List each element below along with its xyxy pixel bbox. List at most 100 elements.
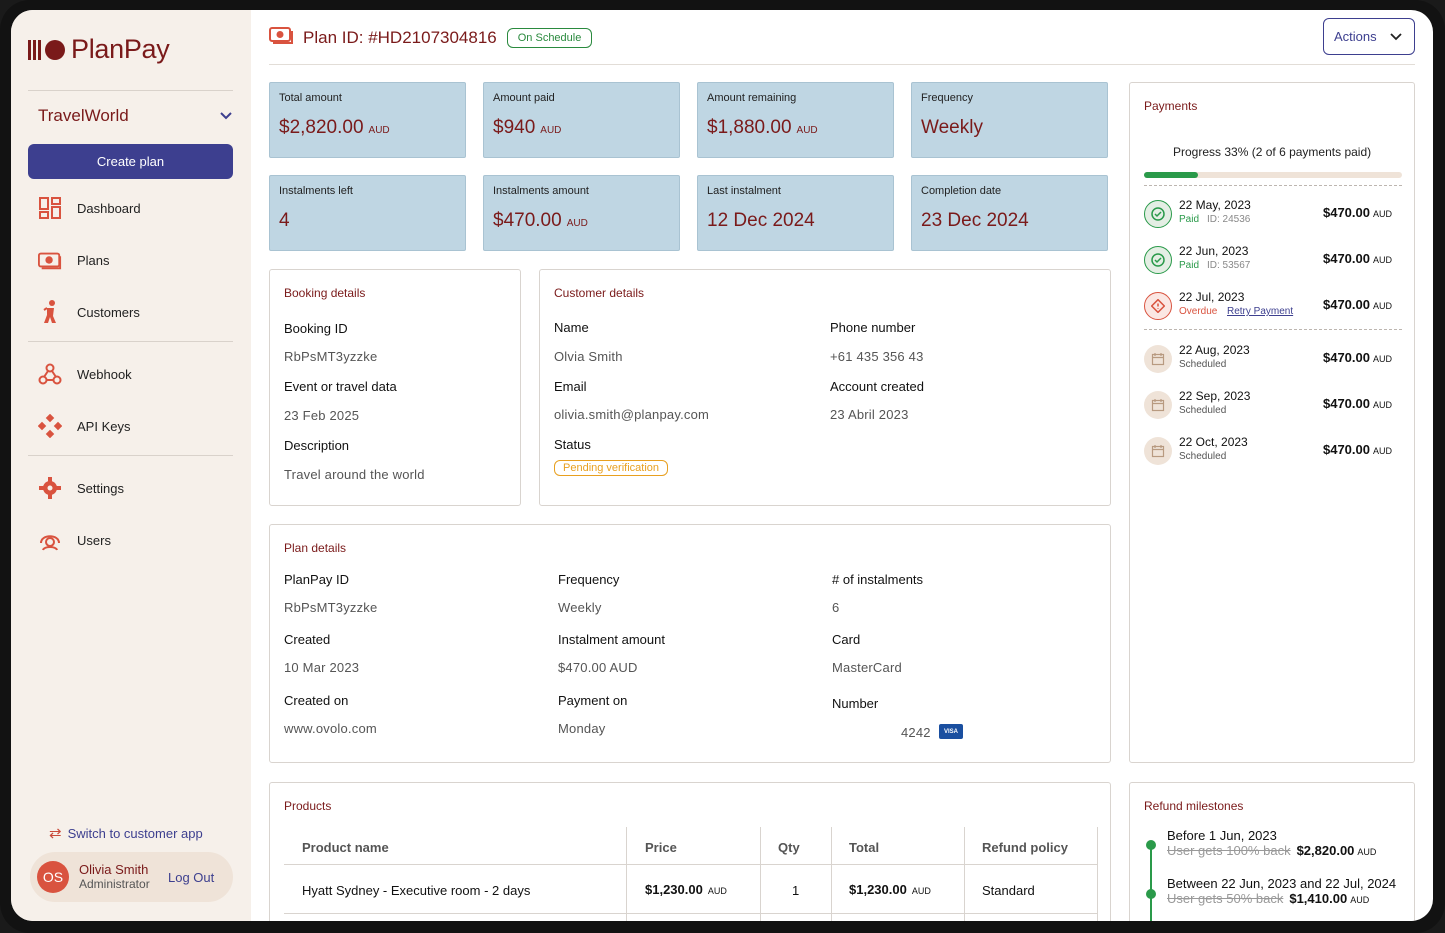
column-header[interactable]: Total	[849, 840, 880, 855]
sidebar-item-users[interactable]: Users	[38, 528, 111, 552]
payment-date: 22 Jul, 2023	[1179, 290, 1245, 304]
users-icon	[38, 528, 62, 552]
column-header[interactable]: Price	[645, 840, 677, 855]
created-label: Created	[284, 632, 331, 647]
booking-details-card: Booking details Booking ID RbPsMT3yzzke …	[269, 269, 521, 506]
avatar[interactable]: OS	[37, 861, 69, 893]
progress-total: 6	[1279, 145, 1286, 159]
stat-completion-date: Completion date 23 Dec 2024	[911, 175, 1108, 251]
user-name: Olivia Smith	[79, 862, 149, 877]
payment-row[interactable]: 22 Jun, 2023 Paid ID: 53567 $470.00 AUD	[1144, 242, 1402, 282]
customers-icon	[38, 300, 62, 324]
event-date-value: 23 Feb 2025	[284, 408, 360, 423]
sidebar-item-label: Customers	[77, 304, 140, 320]
stat-amount-remaining: Amount remaining $1,880.00 AUD	[697, 82, 894, 158]
progress-prefix: Progress 33% (2 of	[1173, 145, 1280, 159]
payment-date: 22 Oct, 2023	[1179, 435, 1248, 449]
price-unit: AUD	[707, 886, 727, 896]
dashboard-icon	[38, 196, 62, 220]
card-title: Plan details	[284, 541, 347, 555]
milestone-title: Before 1 Jun, 2023	[1167, 828, 1277, 843]
stat-unit: AUD	[368, 125, 390, 136]
logout-button[interactable]: Log Out	[168, 870, 215, 885]
payment-date: 22 Jun, 2023	[1179, 244, 1249, 258]
sidebar-item-settings[interactable]: Settings	[38, 476, 124, 500]
status-label: Status	[554, 437, 591, 452]
frequency-label: Frequency	[558, 572, 620, 587]
table-header-divider	[284, 864, 1098, 865]
stat-label: Amount paid	[493, 92, 555, 104]
sidebar-item-plans[interactable]: Plans	[38, 248, 110, 272]
payment-amount: $470.00	[1322, 297, 1370, 312]
stat-label: Frequency	[921, 92, 973, 104]
sidebar-item-dashboard[interactable]: Dashboard	[38, 196, 141, 220]
payment-ref: ID: 24536	[1207, 214, 1251, 225]
card-title: Refund milestones	[1144, 799, 1244, 813]
timeline-line	[1150, 843, 1152, 921]
payment-row[interactable]: 22 Aug, 2023 Scheduled $470.00 AUD	[1144, 341, 1402, 381]
instalment-amount-value: $470.00 AUD	[558, 660, 638, 675]
page-header: Plan ID: #HD2107304816 On Schedule	[269, 26, 593, 49]
milestone-title: Between 22 Jun, 2023 and 22 Jul, 2024	[1167, 876, 1397, 891]
stat-amount-paid: Amount paid $940 AUD	[483, 82, 680, 158]
booking-id-label: Booking ID	[284, 321, 348, 336]
sidebar-item-label: API Keys	[77, 418, 131, 434]
chevron-down-icon	[219, 108, 233, 124]
company-selector[interactable]: TravelWorld	[38, 106, 233, 126]
sidebar-item-label: Dashboard	[77, 200, 141, 216]
column-header[interactable]: Qty	[778, 840, 800, 855]
sidebar-item-customers[interactable]: Customers	[38, 300, 140, 324]
milestone-unit: AUD	[1357, 847, 1377, 857]
stat-label: Last instalment	[707, 185, 781, 197]
milestone-unit: AUD	[1350, 895, 1370, 905]
payment-row[interactable]: 22 May, 2023 Paid ID: 24536 $470.00 AUD	[1144, 196, 1402, 236]
actions-dropdown[interactable]: Actions	[1323, 18, 1415, 55]
planpay-id-value: RbPsMT3yzzke	[284, 600, 378, 615]
paid-check-icon	[1144, 200, 1172, 228]
stat-value: 4	[279, 210, 290, 231]
retry-payment-link[interactable]: Retry Payment	[1227, 306, 1294, 317]
product-price: $1,230.00	[645, 882, 703, 897]
column-header[interactable]: Refund policy	[982, 840, 1068, 855]
stat-unit: AUD	[796, 125, 818, 136]
payment-row[interactable]: 22 Sep, 2023 Scheduled $470.00 AUD	[1144, 387, 1402, 427]
dashed-divider	[1144, 185, 1402, 186]
sidebar-item-label: Webhook	[77, 366, 132, 382]
event-date-label: Event or travel data	[284, 379, 397, 394]
stat-value: 23 Dec 2024	[921, 210, 1029, 231]
planpay-logo[interactable]: PlanPay	[28, 34, 170, 65]
stat-instalments-left: Instalments left 4	[269, 175, 466, 251]
sidebar-item-webhook[interactable]: Webhook	[38, 362, 132, 386]
visa-icon: VISA	[939, 724, 963, 739]
calendar-icon	[1144, 345, 1172, 373]
payment-status: Paid	[1179, 214, 1200, 225]
customer-details-card: Customer details Name Olvia Smith Phone …	[539, 269, 1111, 506]
table-divider	[626, 827, 627, 921]
payment-row[interactable]: 22 Jul, 2023 Overdue Retry Payment $470.…	[1144, 288, 1402, 328]
stat-last-instalment: Last instalment 12 Dec 2024	[697, 175, 894, 251]
payment-amount: $470.00	[1322, 205, 1370, 220]
created-on-value[interactable]: www.ovolo.com	[284, 721, 377, 736]
payment-date: 22 May, 2023	[1179, 198, 1251, 212]
sidebar-item-label: Users	[77, 532, 111, 548]
payment-unit: AUD	[1372, 301, 1392, 311]
stat-label: Instalments amount	[493, 185, 589, 197]
plan-details-card: Plan details PlanPay ID RbPsMT3yzzke Fre…	[269, 524, 1111, 763]
account-created-value: 23 Abril 2023	[830, 407, 909, 422]
payment-on-value: Monday	[558, 721, 606, 736]
sidebar-item-api-keys[interactable]: API Keys	[38, 414, 130, 438]
payment-unit: AUD	[1372, 209, 1392, 219]
products-card: Products Product name Price Qty Total Re…	[269, 782, 1111, 921]
payment-amount: $470.00	[1322, 396, 1370, 411]
create-plan-button[interactable]: Create plan	[28, 144, 233, 179]
card-number-label: Number	[832, 696, 879, 711]
instalment-amount-label: Instalment amount	[558, 632, 665, 647]
card-title: Products	[284, 799, 332, 813]
sidebar-divider	[28, 455, 233, 456]
refund-milestones-card: Refund milestones Before 1 Jun, 2023 Use…	[1129, 782, 1415, 921]
progress-suffix: payments paid)	[1285, 145, 1372, 159]
payment-row[interactable]: 22 Oct, 2023 Scheduled $470.00 AUD	[1144, 433, 1402, 473]
column-header[interactable]: Product name	[302, 840, 389, 855]
switch-to-customer-app-link[interactable]: ⇄ Switch to customer app	[49, 824, 203, 842]
card-title: Payments	[1144, 99, 1198, 113]
